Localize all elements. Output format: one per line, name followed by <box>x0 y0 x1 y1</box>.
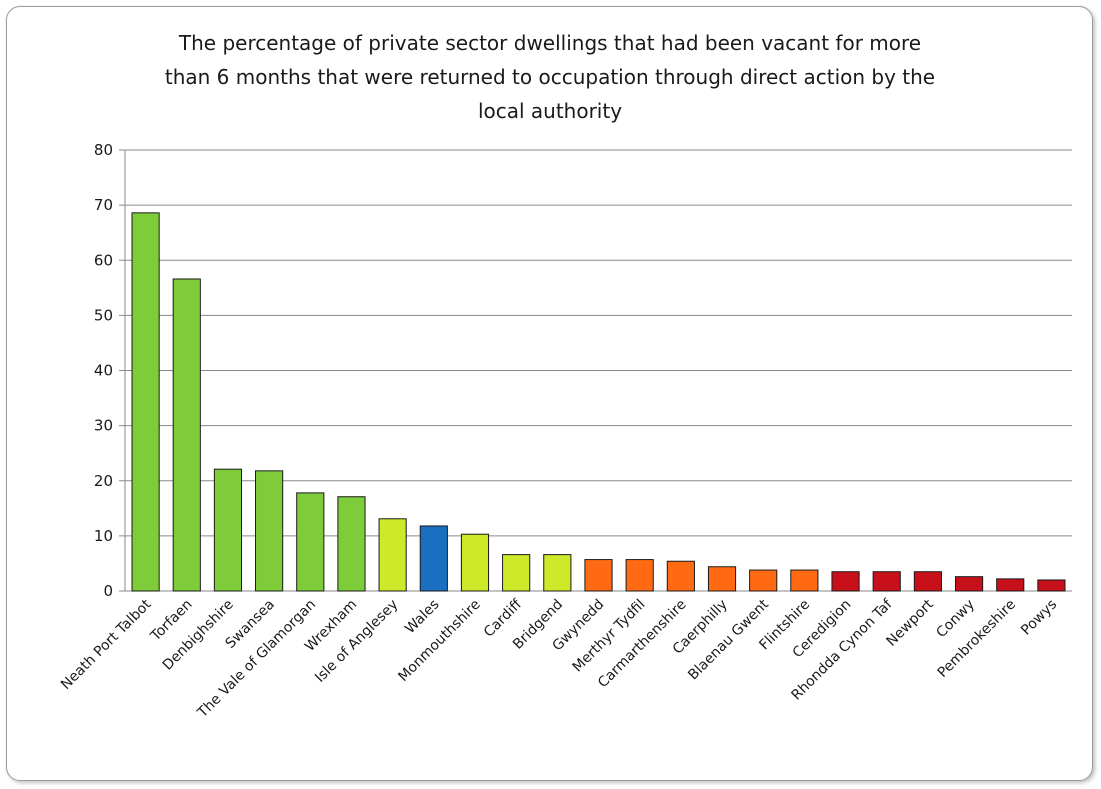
y-tick-label: 30 <box>94 417 113 435</box>
bar <box>460 533 490 592</box>
chart-title: The percentage of private sector dwellin… <box>100 26 1000 128</box>
x-tick-label: Denbighshire <box>160 597 237 674</box>
bar <box>131 212 160 592</box>
x-tick-label: Powys <box>1018 597 1060 639</box>
bar <box>625 559 654 592</box>
y-tick-label: 40 <box>94 362 113 380</box>
y-tick-label: 0 <box>103 582 113 600</box>
bar <box>296 492 325 592</box>
bar <box>502 554 531 592</box>
bar <box>337 496 366 592</box>
bar <box>872 571 901 592</box>
x-tick-label: Neath Port Talbot <box>58 596 155 693</box>
bar <box>954 576 984 592</box>
x-tick-label: Wales <box>402 597 443 638</box>
y-tick-label: 10 <box>94 527 113 545</box>
y-tick-label: 80 <box>94 141 113 159</box>
bar <box>749 569 778 592</box>
bar <box>172 278 201 592</box>
bar <box>213 468 243 592</box>
y-tick-label: 20 <box>94 472 113 490</box>
y-tick-label: 60 <box>94 251 113 269</box>
bar <box>996 578 1025 592</box>
bar <box>666 560 695 592</box>
bar <box>419 525 448 592</box>
bar <box>1037 579 1066 592</box>
bar <box>831 571 860 592</box>
x-tick-label: Merthyr Tydfil <box>570 597 649 676</box>
y-tick-label: 70 <box>94 196 113 214</box>
chart-title-line-2: than 6 months that were returned to occu… <box>164 65 936 89</box>
chart-title-line-1: The percentage of private sector dwellin… <box>178 31 922 55</box>
x-tick-label: Pembrokeshire <box>935 597 1019 681</box>
bar <box>707 566 737 592</box>
bar <box>913 571 942 592</box>
bar <box>790 569 819 592</box>
y-tick-label: 50 <box>94 306 113 324</box>
chart-title-line-3: local authority <box>477 99 623 123</box>
bar <box>255 470 284 592</box>
bar <box>378 518 407 592</box>
bar <box>584 559 613 592</box>
bar <box>543 554 572 592</box>
